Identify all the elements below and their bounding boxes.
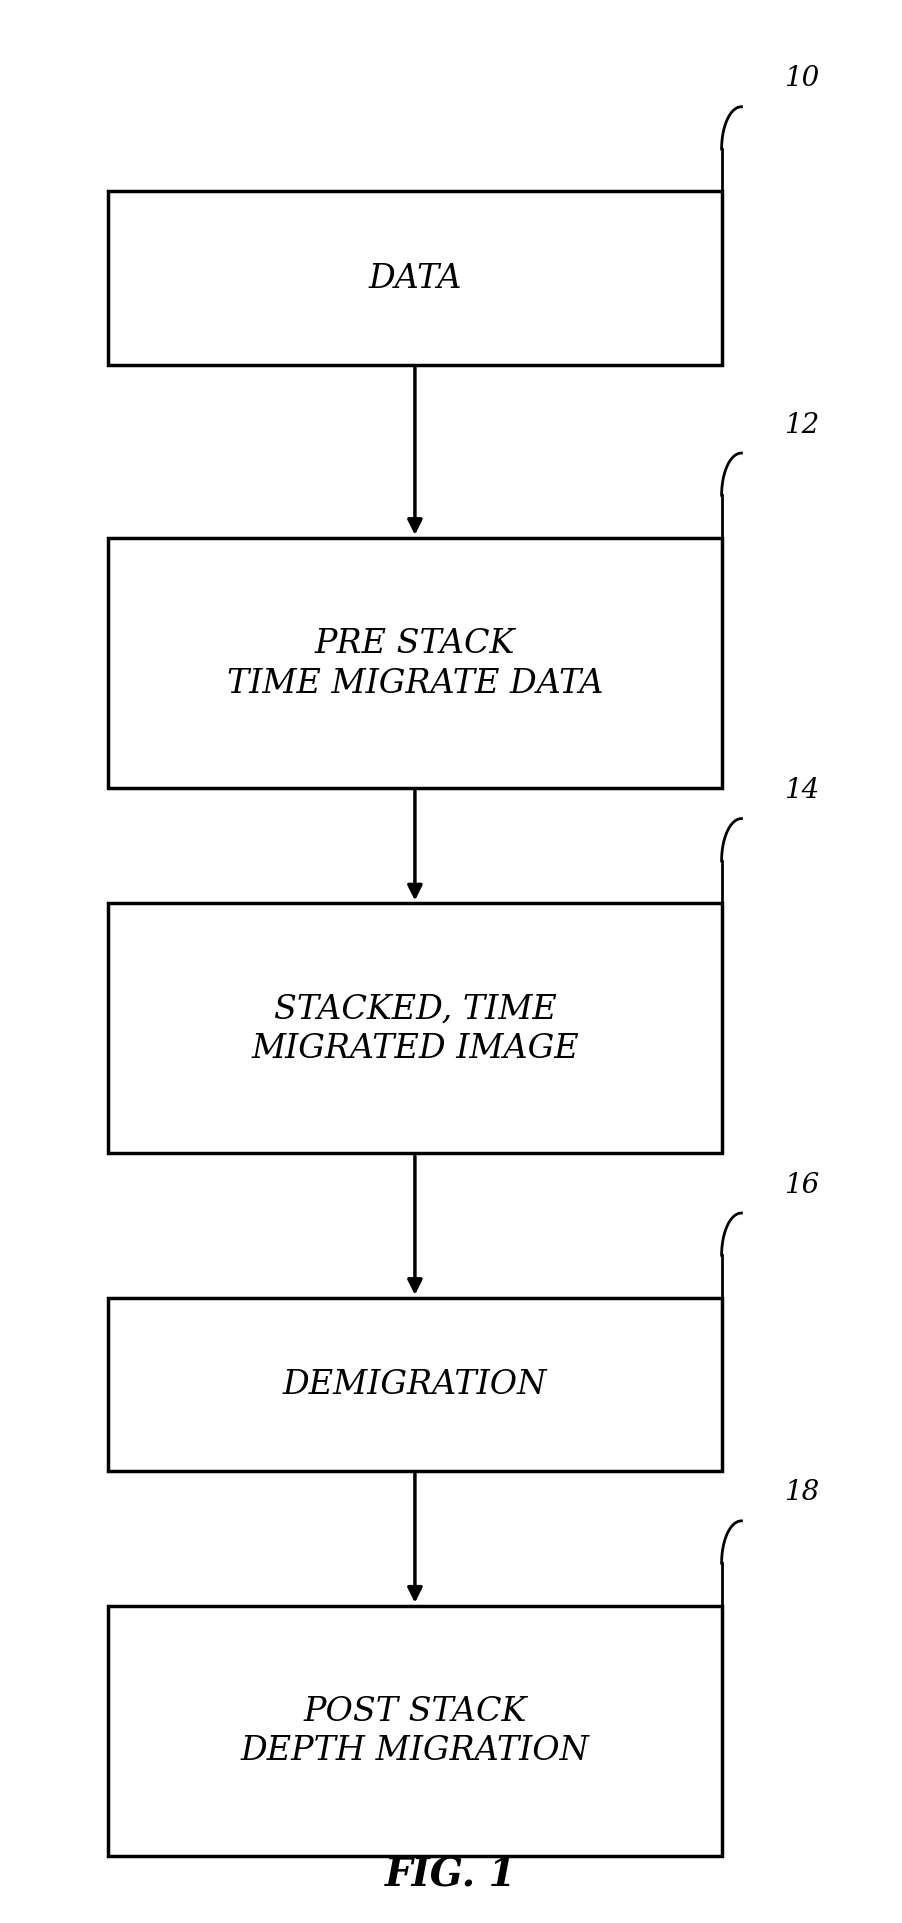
Text: FIG. 1: FIG. 1 xyxy=(385,1856,517,1894)
Text: STACKED, TIME
MIGRATED IMAGE: STACKED, TIME MIGRATED IMAGE xyxy=(251,992,579,1065)
Text: POST STACK
DEPTH MIGRATION: POST STACK DEPTH MIGRATION xyxy=(241,1694,589,1767)
Text: 14: 14 xyxy=(784,777,819,804)
Bar xyxy=(108,904,722,1154)
Text: DATA: DATA xyxy=(368,263,462,294)
Text: DEMIGRATION: DEMIGRATION xyxy=(282,1369,548,1400)
Text: PRE STACK
TIME MIGRATE DATA: PRE STACK TIME MIGRATE DATA xyxy=(226,627,603,700)
Bar xyxy=(108,192,722,365)
Text: 12: 12 xyxy=(784,412,819,438)
Text: 16: 16 xyxy=(784,1171,819,1198)
Bar xyxy=(108,1606,722,1856)
Text: 10: 10 xyxy=(784,65,819,92)
Bar xyxy=(108,1298,722,1471)
Bar xyxy=(108,538,722,788)
Text: 18: 18 xyxy=(784,1479,819,1506)
